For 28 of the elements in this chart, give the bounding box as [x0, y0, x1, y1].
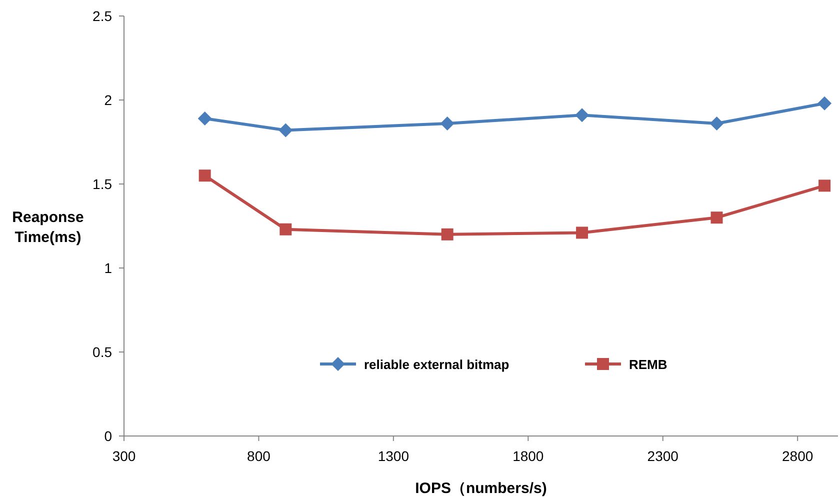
x-tick-label: 1300 — [378, 448, 410, 464]
x-tick-label: 2800 — [782, 448, 814, 464]
x-tick-label: 800 — [247, 448, 271, 464]
y-tick-label: 0.5 — [92, 344, 112, 360]
y-axis-title: Reaponse Time(ms) — [12, 209, 84, 246]
point — [575, 108, 590, 122]
x-axis-title: IOPS（numbers/s) — [415, 480, 547, 497]
point — [198, 170, 211, 182]
y-tick-label: 1 — [104, 260, 112, 276]
y-tick-label: 1.5 — [92, 176, 112, 192]
point — [576, 226, 588, 239]
point — [280, 223, 292, 236]
x-tick-label: 1800 — [512, 448, 544, 464]
point — [710, 116, 724, 131]
x-tick-label: 300 — [112, 448, 136, 464]
legend-label: REMB — [629, 357, 668, 372]
point — [441, 228, 454, 240]
point — [198, 111, 212, 126]
x-tick-label: 2300 — [647, 448, 679, 464]
y-tick-label: 2 — [104, 92, 112, 108]
point — [710, 212, 723, 224]
point — [818, 180, 831, 192]
y-tick-label: 0 — [104, 428, 112, 444]
point — [818, 96, 832, 110]
legend-label: reliable external bitmap — [364, 357, 510, 372]
y-tick-label: 2.5 — [92, 8, 112, 24]
point — [440, 116, 454, 131]
point — [278, 123, 293, 138]
